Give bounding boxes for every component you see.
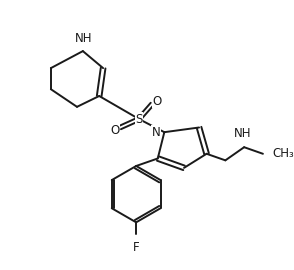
Text: O: O	[110, 124, 119, 137]
Text: N: N	[152, 126, 161, 139]
Text: F: F	[133, 241, 139, 254]
Text: O: O	[152, 95, 161, 108]
Text: NH: NH	[75, 32, 93, 45]
Text: S: S	[135, 113, 143, 126]
Text: CH₃: CH₃	[272, 147, 294, 160]
Text: NH: NH	[233, 127, 251, 140]
